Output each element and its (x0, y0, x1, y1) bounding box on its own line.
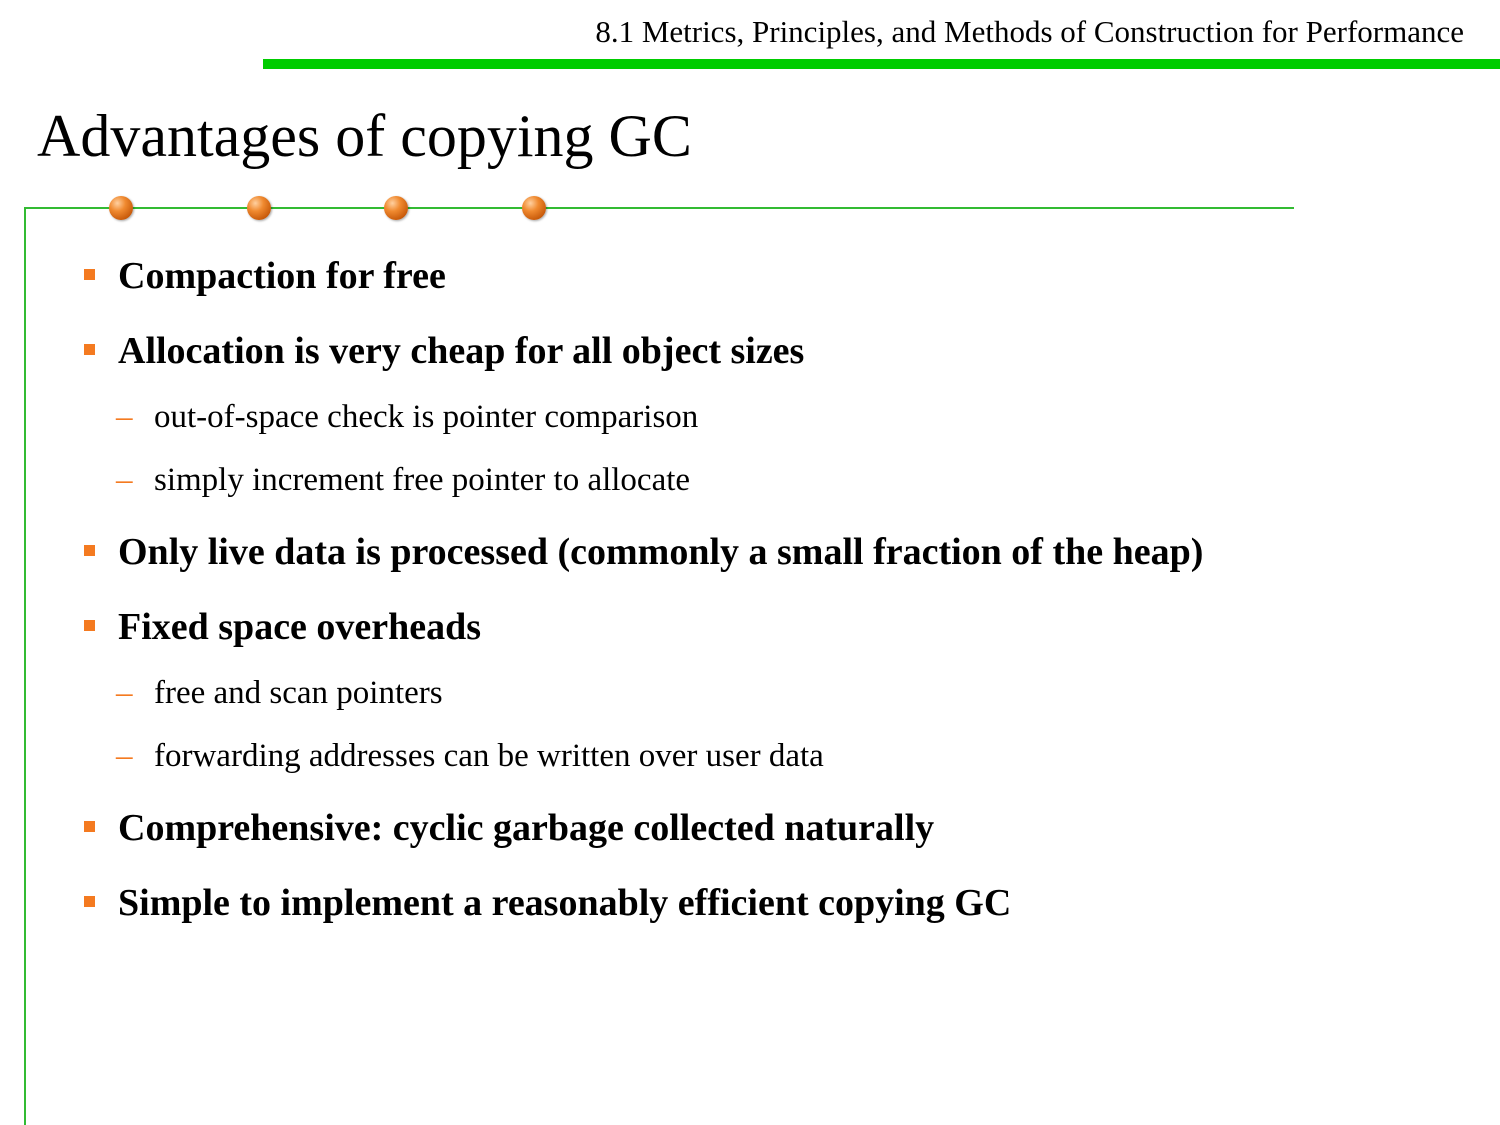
sub-bullet-item: – forwarding addresses can be written ov… (116, 736, 824, 776)
section-header: 8.1 Metrics, Principles, and Methods of … (595, 14, 1464, 49)
bullet-item: Allocation is very cheap for all object … (83, 330, 805, 372)
orange-orb-icon (384, 196, 408, 220)
sub-bullet-text: out-of-space check is pointer comparison (154, 399, 699, 435)
dash-bullet-icon: – (116, 675, 133, 711)
orange-orb-icon (522, 196, 546, 220)
bullet-item: Comprehensive: cyclic garbage collected … (83, 807, 935, 849)
sub-bullet-text: simply increment free pointer to allocat… (154, 462, 691, 498)
dash-bullet-icon: – (116, 738, 133, 774)
title-rule-horizontal (24, 207, 1294, 209)
bullet-item: Fixed space overheads (83, 606, 482, 648)
sub-bullet-text: forwarding addresses can be written over… (154, 738, 824, 774)
orange-orb-icon (247, 196, 271, 220)
orange-orb-icon (109, 196, 133, 220)
bullet-item: Simple to implement a reasonably efficie… (83, 882, 1012, 924)
sub-bullet-item: – out-of-space check is pointer comparis… (116, 397, 699, 437)
sub-bullet-item: – free and scan pointers (116, 673, 443, 713)
header-bar (263, 59, 1500, 69)
sub-bullet-item: – simply increment free pointer to alloc… (116, 460, 691, 500)
dash-bullet-icon: – (116, 462, 133, 498)
bullet-item: Compaction for free (84, 255, 446, 297)
title-rule-vertical (24, 207, 26, 1125)
dash-bullet-icon: – (116, 399, 133, 435)
slide-title: Advantages of copying GC (37, 103, 692, 169)
sub-bullet-text: free and scan pointers (154, 675, 443, 711)
bullet-item: Only live data is processed (commonly a … (83, 531, 1204, 573)
